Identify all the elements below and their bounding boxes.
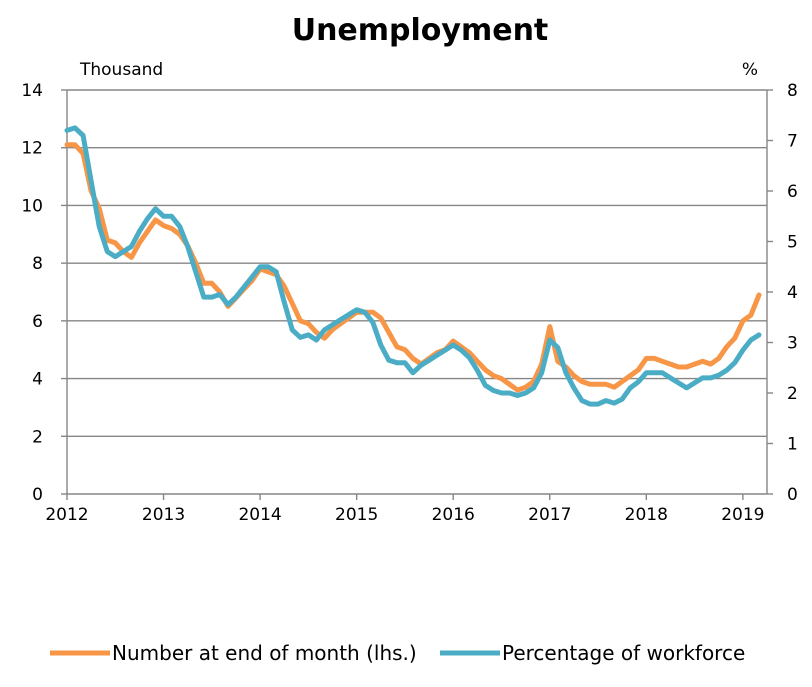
x-tick-label: 2019 bbox=[721, 505, 764, 525]
series-line-percentage bbox=[64, 125, 762, 407]
right-tick-label: 3 bbox=[787, 334, 798, 354]
left-tick-label: 6 bbox=[32, 312, 43, 332]
x-tick-label: 2015 bbox=[335, 505, 378, 525]
right-tick-label: 6 bbox=[787, 182, 798, 202]
gridlines bbox=[67, 89, 767, 437]
right-tick-label: 1 bbox=[787, 435, 798, 455]
right-tick-label: 0 bbox=[787, 485, 798, 505]
right-tick-label: 4 bbox=[787, 283, 798, 303]
x-tick-label: 2012 bbox=[45, 505, 88, 525]
left-tick-label: 14 bbox=[21, 81, 43, 101]
axes bbox=[61, 89, 773, 500]
right-tick-label: 7 bbox=[787, 132, 798, 152]
right-tick-label: 5 bbox=[787, 233, 798, 253]
x-tick-label: 2014 bbox=[238, 505, 281, 525]
x-tick-label: 2017 bbox=[528, 505, 571, 525]
x-tick-label: 2018 bbox=[625, 505, 668, 525]
chart-title: Unemployment bbox=[292, 13, 549, 48]
legend: Number at end of month (lhs.) Percentage … bbox=[50, 641, 745, 665]
right-tick-label: 8 bbox=[787, 81, 798, 101]
left-tick-label: 10 bbox=[21, 196, 43, 216]
series-line-number bbox=[64, 142, 762, 393]
legend-label-1: Percentage of workforce bbox=[502, 641, 745, 665]
right-axis-unit: % bbox=[742, 60, 758, 80]
x-tick-label: 2016 bbox=[432, 505, 475, 525]
series-lines bbox=[64, 125, 762, 407]
left-axis-unit: Thousand bbox=[79, 60, 163, 80]
left-tick-label: 0 bbox=[32, 485, 43, 505]
left-tick-label: 4 bbox=[32, 370, 43, 390]
x-tick-label: 2013 bbox=[142, 505, 185, 525]
left-tick-label: 2 bbox=[32, 427, 43, 447]
left-tick-label: 8 bbox=[32, 254, 43, 274]
left-tick-label: 12 bbox=[21, 139, 43, 159]
right-tick-label: 2 bbox=[787, 384, 798, 404]
legend-label-0: Number at end of month (lhs.) bbox=[112, 641, 417, 665]
